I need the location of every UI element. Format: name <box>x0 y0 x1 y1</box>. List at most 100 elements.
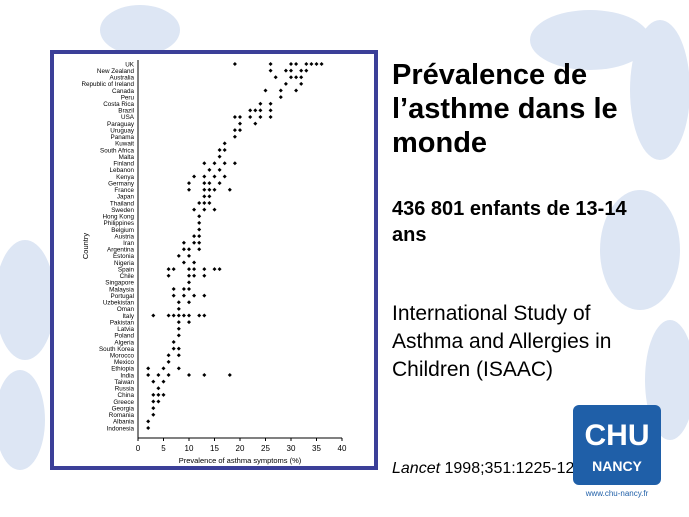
logo-box <box>573 405 661 485</box>
x-tick-label: 25 <box>261 444 270 453</box>
logo-graphic: CHU NANCY www.chu-nancy.fr <box>573 405 661 498</box>
data-point <box>232 128 237 133</box>
y-tick-label: Pakistan <box>110 319 135 326</box>
y-tick-label: Lebanon <box>109 167 134 174</box>
data-point <box>212 187 217 192</box>
data-point <box>268 101 273 106</box>
data-point <box>283 81 288 86</box>
x-tick-label: 15 <box>210 444 219 453</box>
data-point <box>258 114 263 119</box>
y-tick-label: Belgium <box>111 227 134 234</box>
y-tick-label: Mexico <box>114 359 134 366</box>
data-point <box>197 220 202 225</box>
data-point <box>222 174 227 179</box>
data-point <box>202 194 207 199</box>
data-point <box>197 240 202 245</box>
data-point <box>176 353 181 358</box>
data-point <box>258 108 263 113</box>
slide-body: International Study of Asthma and Allerg… <box>392 302 612 381</box>
y-tick-label: Uzbekistan <box>103 300 135 307</box>
data-point <box>192 240 197 245</box>
y-tick-label: Costa Rica <box>103 101 134 108</box>
slide-subtitle: 436 801 enfants de 13-14 ans <box>392 198 627 246</box>
data-point <box>273 75 278 80</box>
data-point <box>176 306 181 311</box>
data-point <box>227 373 232 378</box>
data-point <box>253 121 258 126</box>
data-point <box>151 399 156 404</box>
data-point <box>171 267 176 272</box>
data-point <box>176 253 181 258</box>
data-point <box>171 313 176 318</box>
y-tick-label: Brazil <box>118 108 134 115</box>
data-point <box>232 114 237 119</box>
journal: Lancet <box>392 460 441 477</box>
data-point <box>319 62 324 66</box>
data-point <box>192 273 197 278</box>
data-point <box>289 75 293 80</box>
y-tick-label: Austria <box>114 233 134 240</box>
y-tick-label: Italy <box>122 313 134 320</box>
y-tick-label: Canada <box>112 88 135 95</box>
y-tick-label: Portugal <box>111 293 134 300</box>
data-point <box>202 161 207 166</box>
data-point <box>192 174 197 179</box>
y-tick-label: France <box>114 187 134 194</box>
data-point <box>253 108 258 113</box>
data-point <box>217 167 222 172</box>
data-point <box>289 68 293 73</box>
x-tick-label: 10 <box>185 444 194 453</box>
y-tick-label: Uruguay <box>110 127 135 134</box>
x-tick-label: 5 <box>161 444 166 453</box>
logo: CHU NANCY www.chu-nancy.fr <box>573 405 661 501</box>
data-point <box>294 62 299 66</box>
data-point <box>197 214 202 219</box>
data-point <box>192 207 197 212</box>
y-tick-label: Oman <box>117 306 135 313</box>
data-point <box>197 234 202 239</box>
y-tick-label: Iran <box>123 240 134 247</box>
logo-url: www.chu-nancy.fr <box>585 489 649 498</box>
y-tick-label: Taiwan <box>114 379 134 386</box>
data-point <box>187 300 191 305</box>
data-point <box>187 181 191 186</box>
data-point <box>268 108 273 113</box>
y-tick-label: Hong Kong <box>102 214 134 221</box>
data-point <box>299 75 304 80</box>
data-point <box>187 373 191 378</box>
y-tick-label: Sweden <box>111 207 134 214</box>
data-point <box>207 200 212 205</box>
y-tick-label: South Korea <box>99 346 135 353</box>
citation: Lancet 1998;351:1225-1232 <box>392 460 592 478</box>
data-point <box>258 101 263 106</box>
data-point <box>176 320 181 325</box>
y-tick-label: Japan <box>117 194 135 201</box>
data-point <box>248 114 253 119</box>
data-point <box>212 174 217 179</box>
data-point <box>202 174 207 179</box>
y-tick-label: Australia <box>110 75 135 82</box>
data-point <box>278 88 283 93</box>
data-point <box>156 373 161 378</box>
y-tick-label: Peru <box>121 94 135 101</box>
logo-city: NANCY <box>592 458 642 474</box>
swirls <box>0 5 689 470</box>
data-point <box>202 373 207 378</box>
data-point <box>171 339 176 344</box>
y-tick-label: Finland <box>113 161 134 168</box>
data-point <box>176 313 181 318</box>
data-point <box>192 260 197 265</box>
data-point <box>151 406 156 411</box>
data-point <box>151 412 156 417</box>
y-tick-label: USA <box>121 114 135 121</box>
x-tick-label: 20 <box>236 444 245 453</box>
y-tick-label: Algeria <box>114 339 134 346</box>
data-point <box>222 141 227 146</box>
data-point <box>187 280 191 285</box>
y-tick-label: Ethiopia <box>111 366 134 373</box>
data-point <box>171 287 176 292</box>
y-tick-label: Nigeria <box>114 260 134 267</box>
data-point <box>197 200 202 205</box>
data-point <box>181 293 186 298</box>
data-point <box>289 62 293 66</box>
